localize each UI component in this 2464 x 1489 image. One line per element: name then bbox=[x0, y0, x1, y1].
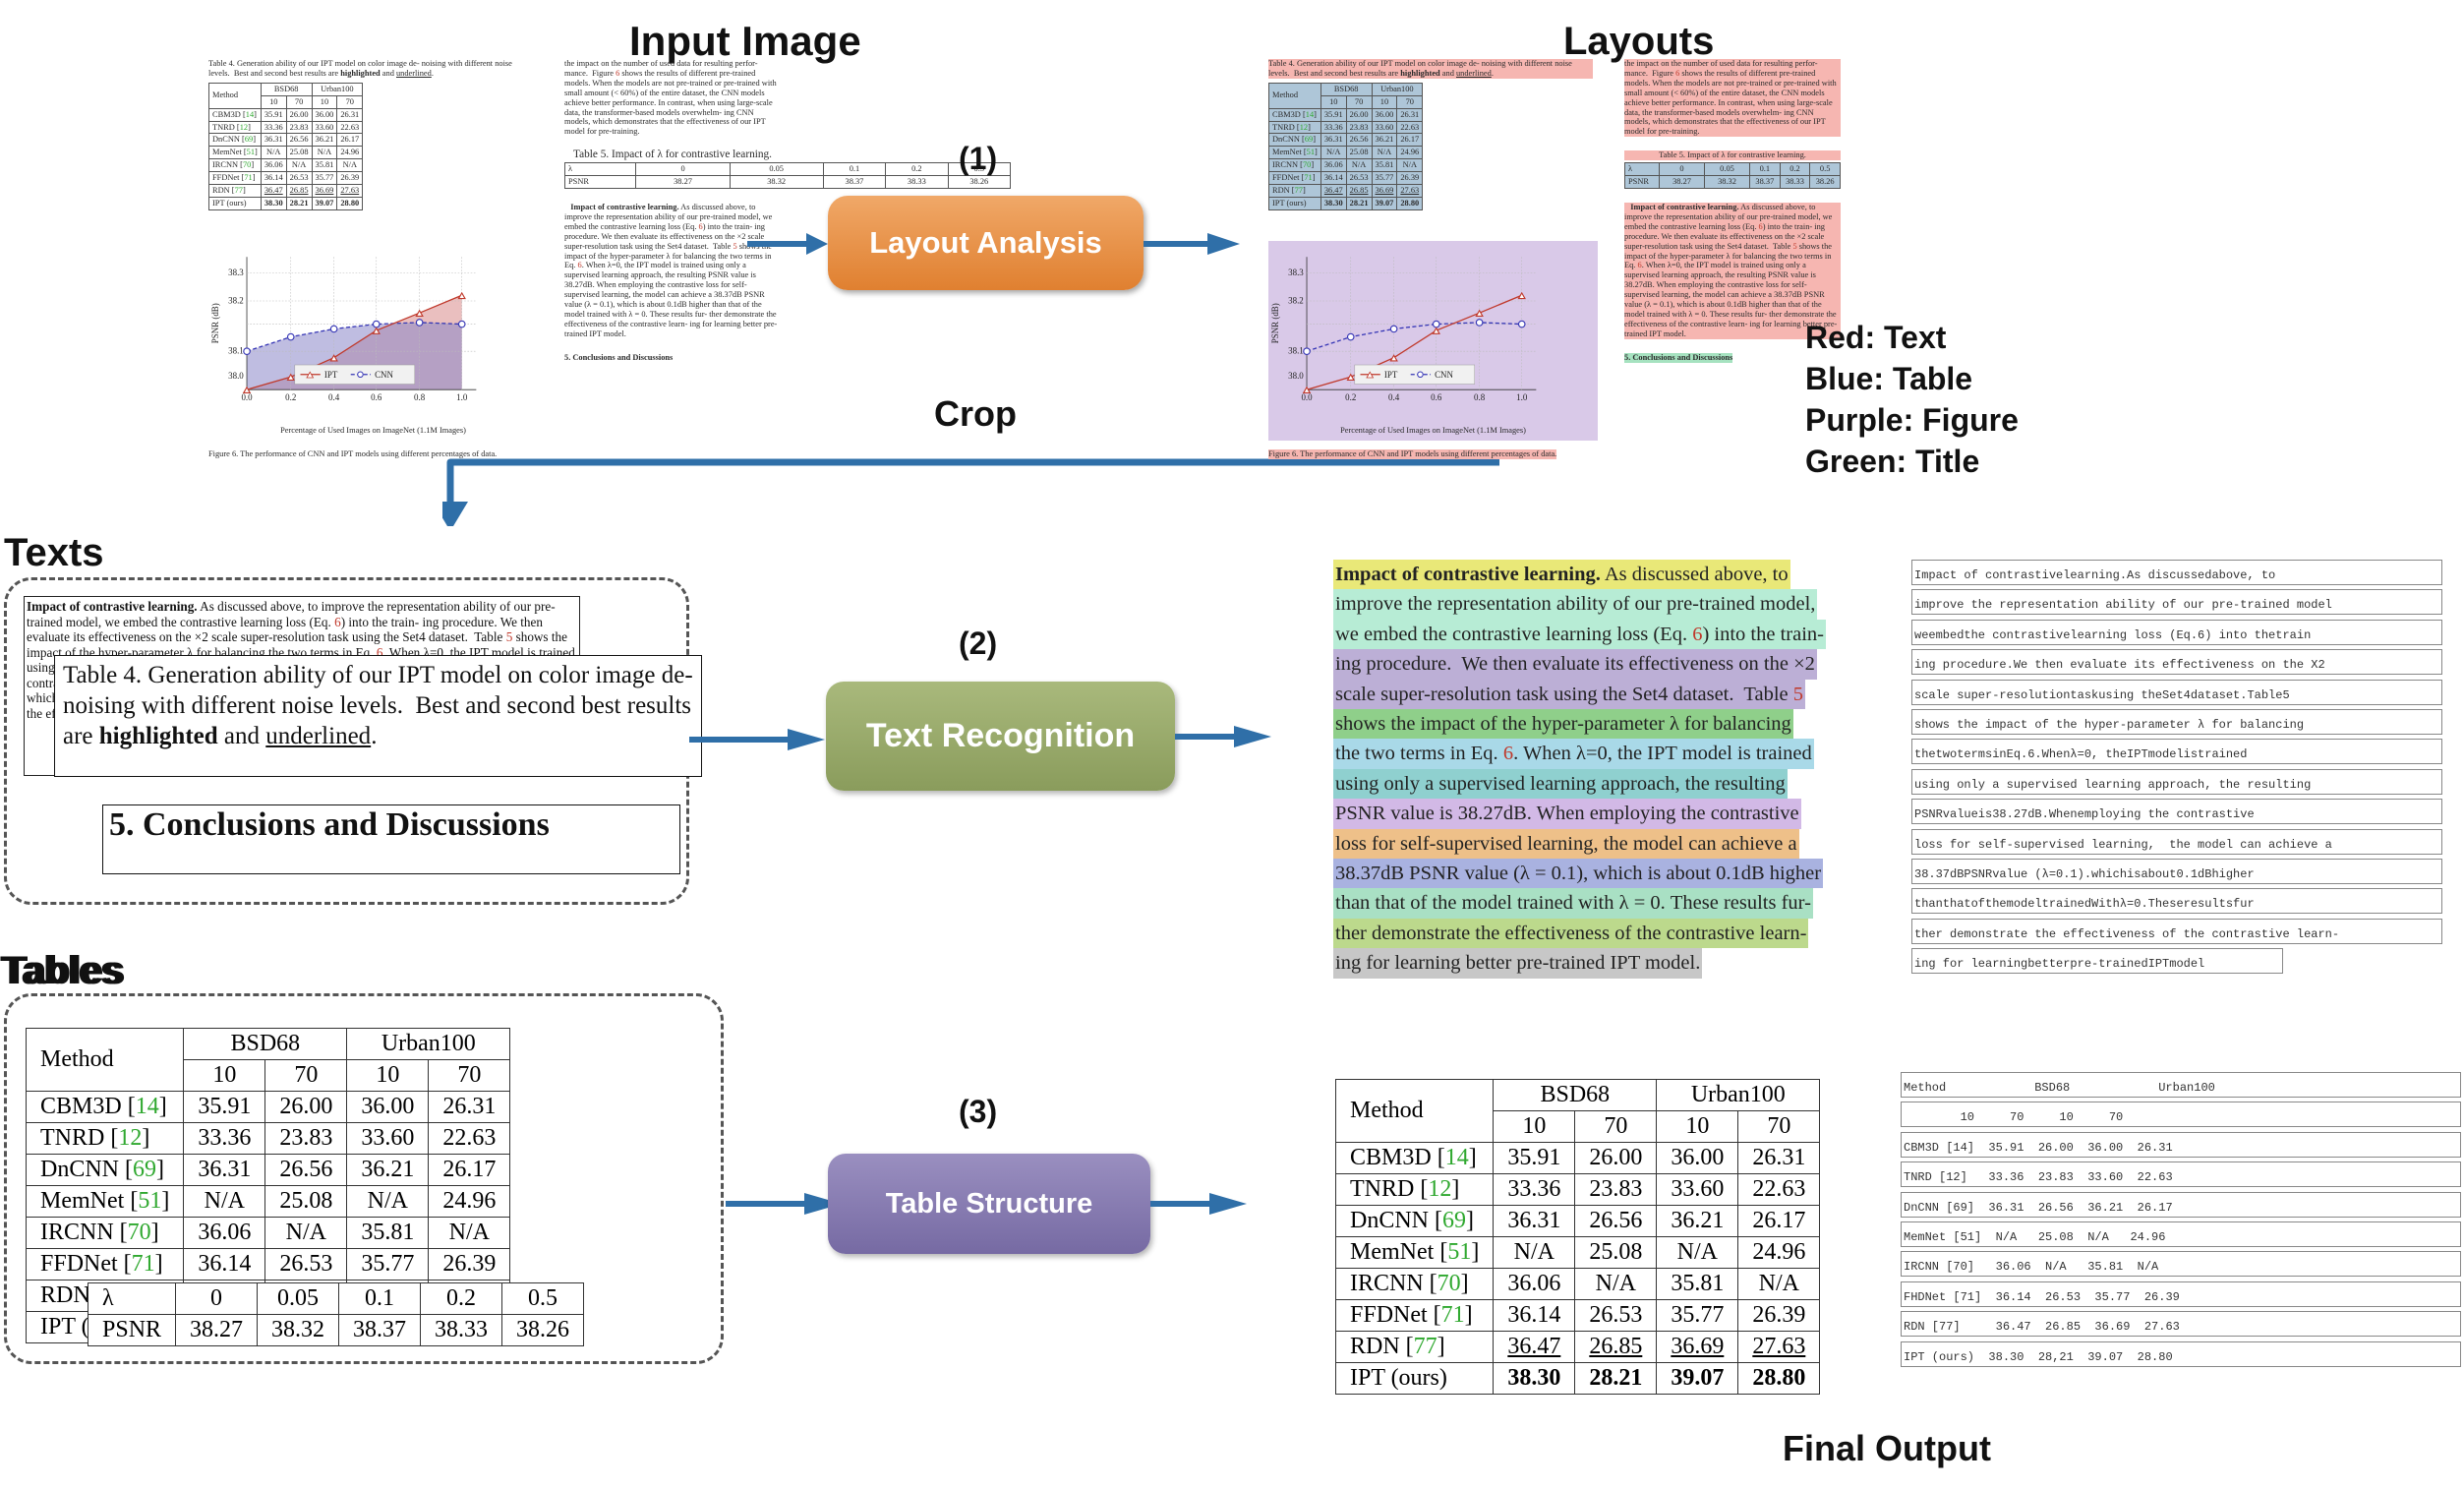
svg-text:0.2: 0.2 bbox=[1345, 392, 1356, 402]
svg-text:CNN: CNN bbox=[1435, 370, 1453, 380]
svg-text:38.2: 38.2 bbox=[1288, 295, 1304, 305]
svg-text:38.1: 38.1 bbox=[228, 346, 244, 356]
svg-text:IPT: IPT bbox=[324, 370, 338, 380]
svg-text:0.6: 0.6 bbox=[1431, 392, 1442, 402]
svg-text:1.0: 1.0 bbox=[1516, 392, 1528, 402]
svg-text:PSNR (dB): PSNR (dB) bbox=[210, 303, 220, 343]
svg-text:38.0: 38.0 bbox=[1288, 371, 1304, 381]
svg-text:38.0: 38.0 bbox=[228, 371, 244, 381]
svg-text:IPT: IPT bbox=[1384, 370, 1398, 380]
svg-text:38.3: 38.3 bbox=[1288, 268, 1304, 277]
svg-text:0.6: 0.6 bbox=[371, 392, 382, 402]
svg-text:CNN: CNN bbox=[375, 370, 393, 380]
svg-text:38.1: 38.1 bbox=[1288, 346, 1304, 356]
svg-text:0.4: 0.4 bbox=[328, 392, 340, 402]
svg-text:0.0: 0.0 bbox=[241, 392, 253, 402]
svg-text:0.2: 0.2 bbox=[285, 392, 296, 402]
svg-text:PSNR (dB): PSNR (dB) bbox=[1270, 303, 1280, 343]
svg-text:38.3: 38.3 bbox=[228, 268, 244, 277]
svg-text:0.0: 0.0 bbox=[1301, 392, 1313, 402]
svg-text:38.2: 38.2 bbox=[228, 295, 244, 305]
svg-text:0.8: 0.8 bbox=[1474, 392, 1486, 402]
svg-text:1.0: 1.0 bbox=[456, 392, 468, 402]
svg-text:0.4: 0.4 bbox=[1388, 392, 1400, 402]
svg-text:0.8: 0.8 bbox=[414, 392, 426, 402]
